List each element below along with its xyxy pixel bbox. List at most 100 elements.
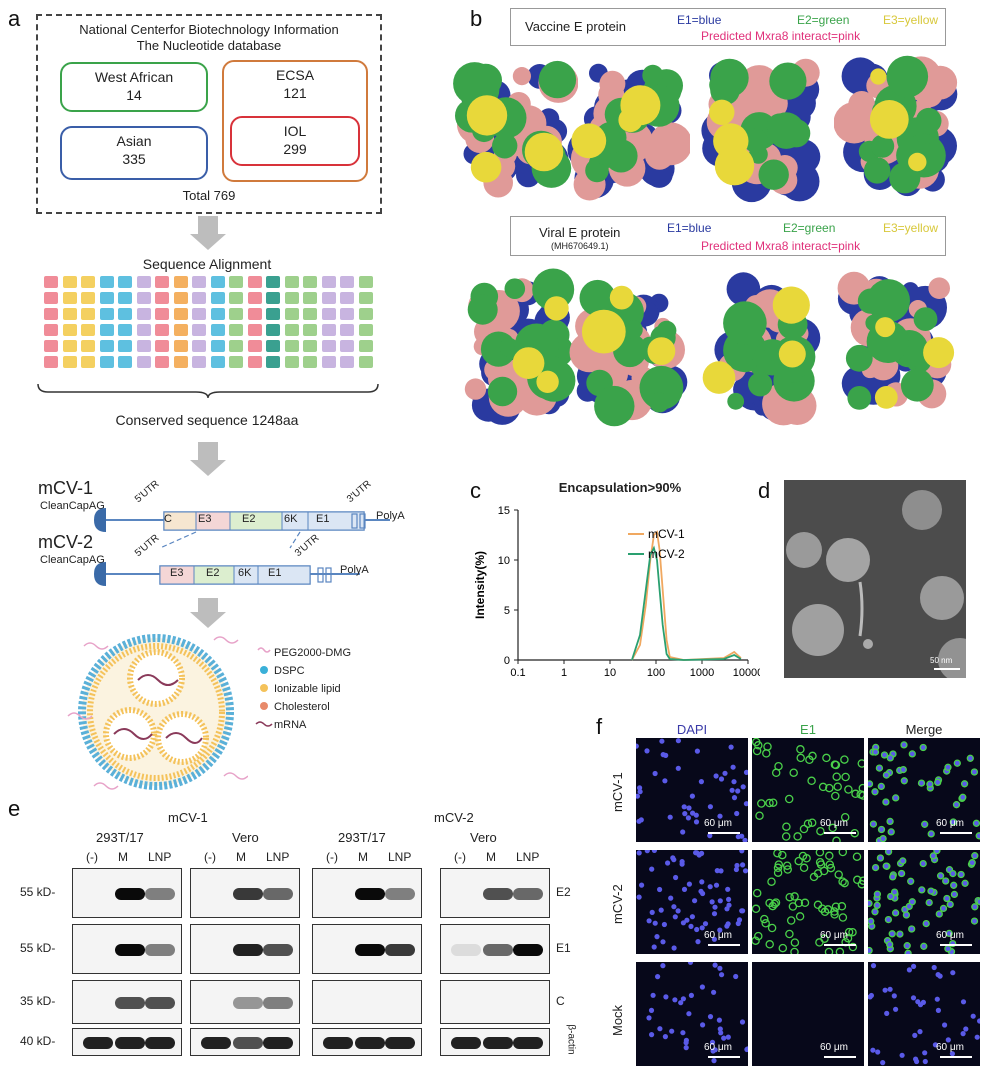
- blot-panel: [190, 868, 300, 918]
- vaccine-structures: [452, 54, 972, 204]
- alignment-cell: [210, 308, 225, 320]
- dls-chart: 0510150.1110100100010000mCV-1mCV-2Size(n…: [473, 505, 760, 678]
- segment-e3: E3: [170, 567, 184, 579]
- alignment-cell: [192, 276, 206, 288]
- alignment-cell: [229, 340, 243, 352]
- scale-label: 60 μm: [936, 1042, 964, 1053]
- scale-bar: [824, 1056, 856, 1058]
- protein-band: [115, 997, 145, 1009]
- alignment-cell: [99, 324, 114, 336]
- segment-6k: 6K: [284, 513, 298, 525]
- lane-label: LNP: [388, 850, 412, 864]
- flow-arrow-head: [190, 460, 226, 476]
- alignment-cell: [44, 308, 58, 320]
- alignment-cell: [62, 340, 77, 352]
- alignment-cell: [358, 292, 373, 304]
- region-count: 14: [126, 87, 142, 103]
- segment-c: C: [164, 513, 172, 525]
- cell-label: Vero: [232, 830, 259, 845]
- lane-label: (-): [326, 850, 338, 864]
- scale-label: 60 μm: [936, 818, 964, 829]
- flow-arrow-head: [190, 234, 226, 250]
- alignment-grid: [44, 276, 380, 386]
- legend-mxra8: Predicted Mxra8 interact=pink: [701, 239, 861, 253]
- lnp-legend: PEG2000-DMG DSPC Ionizable lipid Cholest…: [274, 644, 351, 734]
- legend-e1: E1=blue: [677, 13, 722, 27]
- alignment-cell: [303, 308, 317, 320]
- region-asian: Asian 335: [60, 126, 208, 180]
- protein-band: [115, 944, 145, 956]
- alignment-cell: [136, 324, 151, 336]
- alignment-cell: [155, 356, 169, 368]
- blot-panel: [190, 924, 300, 974]
- alignment-cell: [62, 356, 77, 368]
- protein-band: [483, 888, 513, 900]
- protein-band: [483, 1037, 513, 1049]
- alignment-cell: [358, 340, 373, 352]
- alignment-cell: [99, 276, 114, 288]
- size-marker: 40 kD-: [20, 1034, 56, 1048]
- alignment-cell: [247, 308, 262, 320]
- flow-arrow-shaft: [198, 216, 218, 234]
- alignment-cell: [247, 324, 262, 336]
- lane-label: LNP: [266, 850, 290, 864]
- alignment-cell: [321, 308, 336, 320]
- alignment-cell: [266, 292, 280, 304]
- protein-structure-image: [569, 279, 688, 427]
- blot-panel: [312, 924, 422, 974]
- blot-panel: [190, 1028, 300, 1056]
- series-line-mCV-2: [631, 545, 742, 661]
- alignment-cell: [303, 356, 317, 368]
- size-marker: 55 kD-: [20, 885, 56, 899]
- alignment-cell: [210, 276, 225, 288]
- protein-band: [115, 888, 145, 900]
- scale-label: 50 nm: [930, 656, 953, 665]
- protein-band: [385, 944, 415, 956]
- cell-label: 293T/17: [338, 830, 386, 845]
- alignment-cell: [210, 324, 225, 336]
- blot-panel: [440, 924, 550, 974]
- micrograph-merge: 60 μm: [868, 962, 980, 1066]
- legend-e3: E3=yellow: [883, 221, 939, 235]
- alignment-cell: [247, 340, 262, 352]
- x-tick-label: 100: [647, 667, 665, 678]
- size-marker: 35 kD-: [20, 994, 56, 1008]
- blot-panel: [72, 924, 182, 974]
- y-axis-label: Intensity(%): [473, 551, 487, 619]
- alignment-cell: [210, 292, 225, 304]
- legend-ionizable: Ionizable lipid: [274, 683, 341, 695]
- legend-e2: E2=green: [783, 221, 836, 235]
- alignment-cell: [81, 340, 95, 352]
- microscopy-grid: DAPI E1 Merge mCV-1 60 μm 60 μm 60 μm mCV-2 60 μ…: [610, 722, 980, 1066]
- alignment-cell: [284, 276, 299, 288]
- flow-arrow-head: [190, 612, 226, 628]
- alignment-cell: [303, 292, 317, 304]
- viral-accession: (MH670649.1): [551, 241, 609, 251]
- segment-e2: E2: [206, 567, 220, 579]
- segment-e1: E1: [316, 513, 330, 525]
- x-tick-label: 1: [561, 667, 567, 678]
- alignment-cell: [99, 292, 114, 304]
- protein-band: [355, 944, 385, 956]
- polya-label: PolyA: [376, 510, 405, 522]
- alignment-cell: [229, 356, 243, 368]
- micrograph-dapi: 60 μm: [636, 738, 748, 842]
- alignment-cell: [303, 276, 317, 288]
- alignment-cell: [340, 292, 354, 304]
- cell-label: Vero: [470, 830, 497, 845]
- scale-bar: [824, 944, 856, 946]
- alignment-cell: [62, 308, 77, 320]
- scale-bar: [708, 944, 740, 946]
- region-count: 121: [283, 85, 307, 101]
- mrna-icon: [255, 721, 273, 727]
- alignment-cell: [192, 324, 206, 336]
- alignment-cell: [247, 276, 262, 288]
- ionizable-lipid-icon: [260, 684, 268, 692]
- alignment-cell: [340, 340, 354, 352]
- viral-title: Viral E protein: [539, 225, 621, 240]
- alignment-cell: [210, 340, 225, 352]
- legend-peg: PEG2000-DMG: [274, 647, 352, 659]
- alignment-cell: [247, 292, 262, 304]
- alignment-cell: [229, 324, 243, 336]
- panel-letter-f: f: [596, 714, 603, 739]
